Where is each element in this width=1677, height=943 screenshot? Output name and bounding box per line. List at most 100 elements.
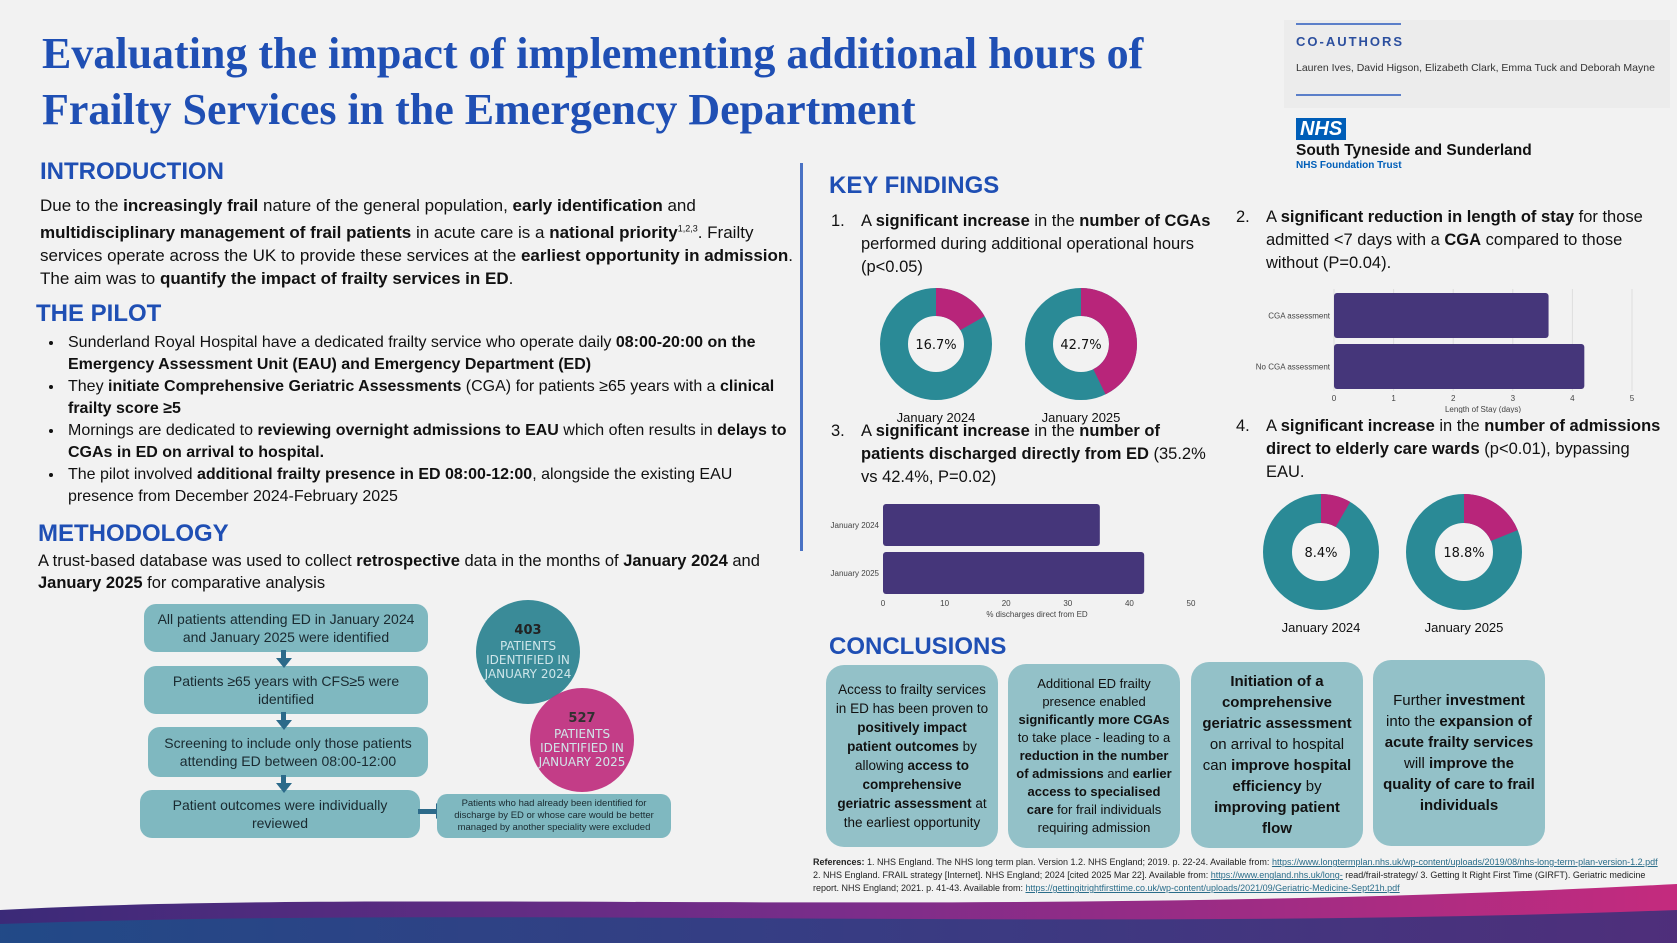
text-segment: number of patients discharged directly f… <box>861 422 1160 463</box>
conclusion-box-3: Initiation of a comprehensive geriatric … <box>1191 662 1363 848</box>
decorative-wave <box>0 884 1677 943</box>
text-segment: national priority <box>549 222 678 242</box>
donut-value-label: 16.7% <box>915 338 956 353</box>
flow-step-1: All patients attending ED in January 202… <box>144 603 428 652</box>
text-segment: number of admissions direct to elderly c… <box>1266 417 1661 458</box>
text-segment: investment <box>1445 692 1525 709</box>
text-segment: References: <box>813 857 865 867</box>
finding-text: A significant reduction in length of sta… <box>1266 206 1666 275</box>
text-segment: in the <box>1029 422 1080 440</box>
text-segment: nature of the general population, <box>258 196 513 215</box>
donut-category-label: January 2025 <box>1425 620 1504 635</box>
rich-text: They initiate Comprehensive Geriatric As… <box>68 378 774 417</box>
admissions-donut-chart: 8.4% January 2024 18.8% January 2025 <box>1263 494 1522 635</box>
text-segment: at the earliest opportunity <box>843 796 987 830</box>
reference-link[interactable]: https://gettingitrightfirsttime.co.uk/wp… <box>1025 883 1400 893</box>
tick-label: 4 <box>1570 394 1575 403</box>
finding-4: 4. A significant increase in the number o… <box>1236 415 1666 484</box>
text-segment: . <box>508 268 514 288</box>
tick-label: 0 <box>1332 394 1337 403</box>
conclusion-box-4: Further investment into the expansion of… <box>1373 660 1545 846</box>
text-segment: earlier access to specialised care <box>1026 766 1172 817</box>
text-segment: retrospective <box>356 551 460 570</box>
circle-label: PATIENTS IDENTIFIED IN JANUARY 2025 <box>538 726 626 769</box>
poster-title: Evaluating the impact of implementing ad… <box>42 29 1144 134</box>
coauthors-names: Lauren Ives, David Higson, Elizabeth Cla… <box>1296 62 1655 74</box>
reference-link[interactable]: https://www.longtermplan.nhs.uk/wp-conte… <box>1271 857 1658 867</box>
arrow-down-icon <box>276 649 292 668</box>
text-segment: into the <box>1386 713 1440 730</box>
donut-value-label: 8.4% <box>1304 546 1337 561</box>
rich-text: A significant increase in the number of … <box>1266 417 1660 481</box>
text-segment: Due to the <box>40 196 124 215</box>
key-findings-heading: KEY FINDINGS <box>829 172 1000 199</box>
text-segment: significant increase <box>1280 417 1435 435</box>
text-segment: significant increase <box>875 212 1030 230</box>
text-segment: performed during additional operational … <box>861 235 1194 276</box>
trust-subtitle: NHS Foundation Trust <box>1296 160 1402 171</box>
methodology-flowchart: All patients attending ED in January 202… <box>36 599 794 844</box>
coauthors-panel: CO-AUTHORS Lauren Ives, David Higson, El… <box>1284 20 1670 108</box>
text-segment: , alongside the existing EAU presence fr… <box>68 465 733 505</box>
arrow-down-icon <box>276 774 292 793</box>
text-segment: will <box>1403 755 1429 772</box>
column-divider <box>800 163 803 551</box>
text-segment: 08:00-20:00 on the Emergency Assessment … <box>68 333 756 373</box>
text-segment: A <box>861 422 876 440</box>
text-segment: A <box>861 212 876 230</box>
discharge-chart: January 2024 January 2025 0 10 20 30 40 50 % dis… <box>831 504 1196 619</box>
text-segment: quantify the impact of frailty services … <box>160 268 509 288</box>
donut-category-label: January 2024 <box>1282 620 1361 635</box>
finding-text: A significant increase in the number of … <box>861 210 1226 279</box>
rich-text: Further investment into the expansion of… <box>1381 690 1537 816</box>
text-segment: by <box>1301 778 1322 795</box>
conclusions-heading: CONCLUSIONS <box>829 633 1007 660</box>
bar <box>1334 293 1549 338</box>
finding-3: 3. A significant increase in the number o… <box>831 420 1226 489</box>
length-of-stay-chart: CGA assessment No CGA assessment 0 1 2 3 4 5 Len… <box>1256 289 1635 413</box>
rich-text: Mornings are dedicated to reviewing over… <box>68 422 787 461</box>
finding-1: 1. A significant increase in the number o… <box>831 210 1226 279</box>
tick-label: 0 <box>881 599 886 608</box>
text-segment: 2. NHS England. FRAIL strategy [Internet… <box>813 870 1211 880</box>
donut-slice <box>1263 494 1379 610</box>
tick-label: 5 <box>1630 394 1635 403</box>
tick-label: 40 <box>1125 599 1134 608</box>
text-segment: in acute care is a <box>411 222 550 242</box>
bar <box>883 504 1100 546</box>
pilot-bullet: Mornings are dedicated to reviewing over… <box>64 420 794 464</box>
text-segment: earliest opportunity in admission <box>520 245 789 265</box>
text-segment: They <box>68 377 109 395</box>
text-segment: in the <box>1029 212 1080 230</box>
text-segment: Further <box>1393 692 1446 709</box>
introduction-text: Due to the increasingly frail nature of … <box>40 194 794 290</box>
text-segment: Additional ED frailty presence enabled <box>1037 676 1151 709</box>
left-column: INTRODUCTION Due to the increasingly fra… <box>36 158 794 844</box>
rich-text: Due to the increasingly frail nature of … <box>40 196 793 288</box>
text-segment: reduction in the number of admissions <box>1016 748 1169 781</box>
reference-link[interactable]: https://www.england.nhs.uk/long- <box>1210 870 1343 880</box>
exclusion-box: Patients who had already been identified… <box>437 793 671 838</box>
text-segment: . Frailty services operate across the UK… <box>40 222 754 265</box>
tick-label: 10 <box>940 599 949 608</box>
rich-text: A trust-based database was used to colle… <box>38 552 760 592</box>
finding-number: 4. <box>1236 417 1250 435</box>
text-segment: for those admitted <7 days with a <box>1266 208 1643 249</box>
nhs-logo: NHS South Tyneside and Sunderland NHS Fo… <box>1296 118 1532 172</box>
category-label: January 2024 <box>831 521 880 530</box>
text-segment: (35.2% vs 42.4%, P=0.02) <box>861 445 1206 486</box>
text-segment: for comparative analysis <box>142 573 326 592</box>
text-segment: 1,2,3 <box>677 223 698 233</box>
text-segment: (CGA) for patients ≥65 years with a <box>461 377 720 395</box>
trust-name: South Tyneside and Sunderland <box>1296 142 1532 159</box>
divider <box>1296 94 1401 96</box>
arrow-down-icon <box>276 711 292 730</box>
text-segment: initiate Comprehensive Geriatric Assessm… <box>108 377 462 395</box>
introduction-heading: INTRODUCTION <box>40 158 224 185</box>
text-segment: significant increase <box>875 422 1030 440</box>
arrow-right-icon <box>418 802 446 819</box>
category-label: January 2025 <box>831 569 880 578</box>
text-segment: January 2024 <box>623 551 728 570</box>
pilot-bullet: The pilot involved additional frailty pr… <box>64 464 794 508</box>
finding-2: 2. A significant reduction in length of s… <box>1236 206 1666 275</box>
